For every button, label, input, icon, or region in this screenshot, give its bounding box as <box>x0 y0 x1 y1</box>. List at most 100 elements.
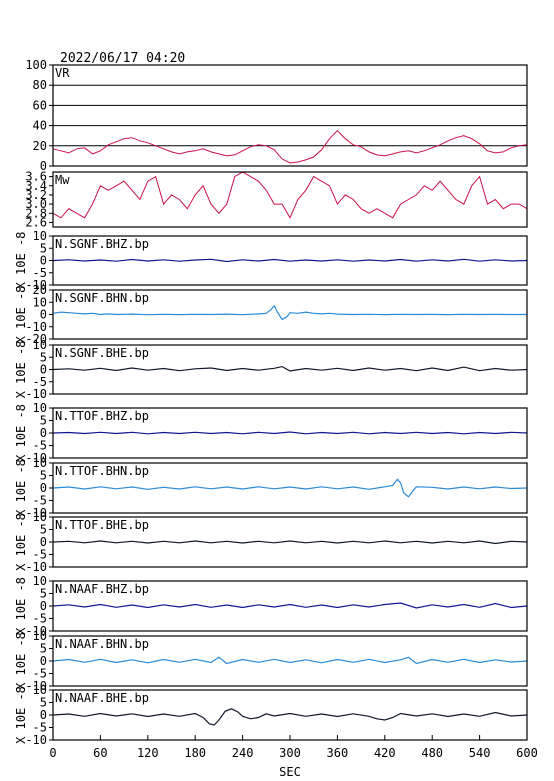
y-tick-label: -20 <box>25 332 47 346</box>
x-tick-label: 240 <box>232 746 254 760</box>
y-tick-label: 5 <box>40 523 47 537</box>
panel-mw: 2.62.83.03.23.43.6 Mw <box>25 170 528 229</box>
x-tick-label: 420 <box>374 746 396 760</box>
panel-label: N.TTOF.BHZ.bp <box>55 409 149 423</box>
y-tick-label: 0 <box>40 599 47 613</box>
y-tick-label: 0 <box>40 308 47 322</box>
y-tick-label: 5 <box>40 696 47 710</box>
y-tick-label: 80 <box>33 78 47 92</box>
y-tick-label: 0 <box>40 654 47 668</box>
x-tick-label: 300 <box>279 746 301 760</box>
series-line <box>52 602 528 609</box>
y-unit-label: X 10E -8 <box>14 232 28 290</box>
y-unit-label: X 10E -8 <box>14 404 28 462</box>
y-unit-label: X 10E -8 <box>14 286 28 344</box>
y-tick-label: -5 <box>33 667 47 681</box>
y-tick-label: 5 <box>40 350 47 364</box>
series-line <box>52 708 528 726</box>
series-line <box>52 365 528 372</box>
panel-label: VR <box>55 66 70 80</box>
y-unit-label: X 10E -8 <box>14 341 28 399</box>
y-tick-label: 40 <box>33 119 47 133</box>
y-tick-label: 20 <box>33 283 47 297</box>
y-unit-label: X 10E -8 <box>14 632 28 690</box>
panel-label: N.SGNF.BHZ.bp <box>55 237 149 251</box>
y-tick-label: -10 <box>25 733 47 747</box>
y-tick-label: -10 <box>25 278 47 292</box>
y-tick-label: 3.0 <box>25 197 47 211</box>
y-tick-label: -5 <box>33 266 47 280</box>
y-tick-label: 0 <box>40 481 47 495</box>
y-tick-label: -10 <box>25 679 47 693</box>
series-line <box>52 171 528 219</box>
y-tick-label: 10 <box>33 574 47 588</box>
y-tick-label: 0 <box>40 159 47 173</box>
panel-vr: 0 20 40 60 80 100 VR <box>25 58 528 173</box>
y-tick-label: 5 <box>40 469 47 483</box>
y-tick-label: 10 <box>33 456 47 470</box>
y-tick-label: -5 <box>33 375 47 389</box>
y-tick-label: -10 <box>25 560 47 574</box>
y-tick-label: 3.6 <box>25 170 47 184</box>
series-line <box>52 129 528 164</box>
panel-label: N.SGNF.BHE.bp <box>55 346 149 360</box>
y-tick-label: 10 <box>33 401 47 415</box>
y-tick-label: -5 <box>33 494 47 508</box>
y-tick-label: -10 <box>25 451 47 465</box>
y-tick-label: 20 <box>33 139 47 153</box>
y-unit-label: X 10E -8 <box>14 577 28 635</box>
x-tick-label: 0 <box>49 746 56 760</box>
y-tick-label: 0 <box>40 363 47 377</box>
panel-label: N.TTOF.BHE.bp <box>55 518 149 532</box>
x-tick-label: 120 <box>137 746 159 760</box>
x-tick-label: 540 <box>469 746 491 760</box>
panel-frame <box>52 171 528 228</box>
y-tick-label: 5 <box>40 414 47 428</box>
y-tick-label: 10 <box>33 338 47 352</box>
y-tick-label: -10 <box>25 320 47 334</box>
y-unit-label: X 10E -8 <box>14 513 28 571</box>
y-tick-label: 10 <box>33 629 47 643</box>
y-tick-label: 0 <box>40 426 47 440</box>
y-tick-label: 10 <box>33 229 47 243</box>
y-tick-label: -10 <box>25 387 47 401</box>
panel-frame <box>52 64 528 167</box>
y-tick-label: -10 <box>25 624 47 638</box>
y-tick-label: -5 <box>33 548 47 562</box>
y-tick-label: 2.6 <box>25 215 47 229</box>
x-axis-label: SEC <box>279 765 301 779</box>
x-tick-label: 360 <box>327 746 349 760</box>
series-line <box>52 540 528 545</box>
panel-label: N.TTOF.BHN.bp <box>55 464 149 478</box>
y-tick-label: 10 <box>33 295 47 309</box>
figure-timestamp: 2022/06/17 04:20 <box>60 51 185 66</box>
panel-label: N.NAAF.BHN.bp <box>55 637 149 651</box>
y-tick-label: -5 <box>33 439 47 453</box>
panel-label: N.NAAF.BHZ.bp <box>55 582 149 596</box>
series-line <box>52 258 528 263</box>
y-tick-label: 5 <box>40 587 47 601</box>
y-tick-label: -5 <box>33 612 47 626</box>
x-axis: 0 60 120 180 240 300 360 420 480 540 600 SEC <box>49 735 538 779</box>
x-tick-label: 600 <box>516 746 538 760</box>
y-tick-label: 2.8 <box>25 206 47 220</box>
y-tick-label: 100 <box>25 58 47 72</box>
series-line <box>52 656 528 665</box>
y-tick-label: 5 <box>40 241 47 255</box>
series-line <box>52 431 528 435</box>
series-line <box>52 304 527 321</box>
series-line <box>52 478 528 498</box>
y-tick-label: 0 <box>40 708 47 722</box>
y-tick-label: -5 <box>33 721 47 735</box>
x-tick-label: 180 <box>184 746 206 760</box>
